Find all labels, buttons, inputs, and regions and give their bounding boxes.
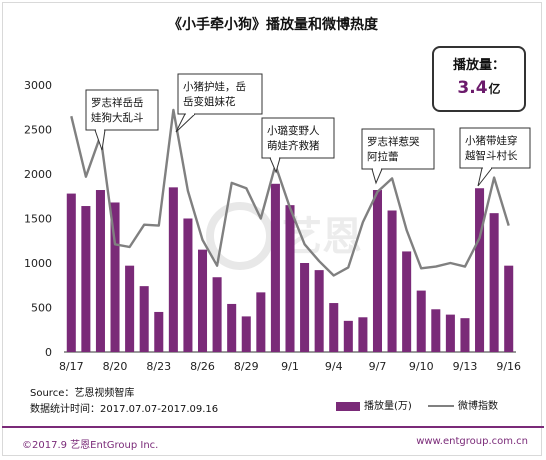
source-line: Source：艺恩视频智库 xyxy=(30,388,135,399)
annotation-pointer xyxy=(175,113,197,133)
annotation-pointer xyxy=(269,157,281,174)
bar-plays xyxy=(154,311,164,352)
bar-plays xyxy=(431,309,441,352)
x-tick-label: 9/7 xyxy=(369,360,387,373)
footer-divider xyxy=(2,426,544,428)
annotation-box xyxy=(361,128,435,170)
annotation-text: 罗志祥惹哭 xyxy=(367,135,420,148)
bar-plays xyxy=(343,320,353,352)
annotation-text: 岳变姐妹花 xyxy=(183,95,236,108)
bar-plays xyxy=(489,213,499,352)
annotation-text: 越智斗村长 xyxy=(465,149,518,162)
bar-plays xyxy=(504,265,514,352)
x-tick-label: 9/10 xyxy=(409,360,434,373)
bar-plays xyxy=(139,286,149,352)
bar-plays xyxy=(358,317,368,352)
annotation-pointer xyxy=(477,167,494,187)
legend-bar-swatch xyxy=(336,401,360,411)
annotation-text: 小璐变野人 xyxy=(267,124,320,137)
watermark-logo: 艺恩 xyxy=(206,202,362,270)
bar-series xyxy=(66,183,514,352)
footer-website: www.entgroup.com.cn xyxy=(416,436,528,447)
annotation-text: 小猪护娃，岳 xyxy=(183,80,246,93)
bar-plays xyxy=(168,187,178,352)
y-tick-label: 3000 xyxy=(24,79,52,92)
x-tick-label: 9/4 xyxy=(325,360,343,373)
bar-plays xyxy=(66,193,76,352)
bar-plays xyxy=(314,270,324,352)
bar-plays xyxy=(445,314,455,352)
annotation-box xyxy=(85,89,159,131)
line-weibo-index xyxy=(70,108,510,277)
legend-line-swatch xyxy=(428,405,454,407)
bar-plays xyxy=(256,292,266,352)
y-tick-label: 1000 xyxy=(24,257,52,270)
x-tick-label: 8/23 xyxy=(146,360,171,373)
y-tick-label: 500 xyxy=(31,302,52,315)
legend-bar: 播放量(万) xyxy=(336,397,412,412)
bar-plays xyxy=(329,303,339,352)
bar-plays xyxy=(270,183,280,352)
annotation-text: 小猪带娃穿 xyxy=(465,134,518,147)
legend-line-label: 微博指数 xyxy=(458,401,498,412)
bar-plays xyxy=(227,303,237,352)
bar-plays xyxy=(241,316,251,352)
y-tick-label: 0 xyxy=(45,346,52,359)
line-series xyxy=(70,108,510,277)
bar-plays xyxy=(300,263,310,352)
annotation-text: 罗志祥岳岳 xyxy=(91,96,144,109)
x-tick-label: 8/17 xyxy=(59,360,84,373)
y-tick-label: 1500 xyxy=(24,213,52,226)
date-range-line: 数据统计时间：2017.07.07-2017.09.16 xyxy=(30,404,219,415)
total-plays-label: 播放量： xyxy=(452,58,505,73)
bar-plays xyxy=(372,190,383,352)
watermark-ring xyxy=(206,202,274,270)
bar-plays xyxy=(285,205,295,352)
total-plays-box: 播放量： 3.4亿 xyxy=(432,46,526,112)
annotation-box xyxy=(459,127,531,169)
footer-copyright: ©2017.9 艺恩EntGroup Inc. xyxy=(22,440,159,451)
annotation-text: 阿拉蕾 xyxy=(367,150,399,163)
x-tick-label: 8/26 xyxy=(190,360,215,373)
chart-axes: 0 500 1000 1500 2000 2500 3000 8/17 8/20 8/23 8/26… xyxy=(24,79,521,373)
bar-plays xyxy=(387,210,397,352)
y-tick-label: 2500 xyxy=(24,124,52,137)
chart-title: 《小手牵小狗》播放量和微博热度 xyxy=(168,17,378,33)
x-tick-label: 8/29 xyxy=(234,360,259,373)
bar-plays xyxy=(475,188,485,352)
bar-plays xyxy=(212,277,222,352)
x-tick-label: 8/20 xyxy=(103,360,128,373)
annotation-box xyxy=(261,117,335,159)
annotation-text: 萌娃齐救猪 xyxy=(267,139,320,152)
legend-bar-label: 播放量(万) xyxy=(364,401,412,412)
total-plays-value: 3.4亿 xyxy=(434,78,524,98)
bar-plays xyxy=(197,249,208,352)
total-plays-unit: 亿 xyxy=(488,82,501,96)
bar-plays xyxy=(81,206,91,352)
x-tick-label: 9/13 xyxy=(453,360,478,373)
bar-plays xyxy=(460,318,470,352)
x-tick-label: 9/1 xyxy=(281,360,299,373)
bar-plays xyxy=(183,218,193,352)
source-note: Source：艺恩视频智库 数据统计时间：2017.07.07-2017.09.… xyxy=(30,386,218,418)
annotation-pointer xyxy=(371,168,383,185)
bar-plays xyxy=(110,202,120,352)
annotation-box xyxy=(177,73,263,115)
x-tick-label: 9/16 xyxy=(496,360,521,373)
total-plays-number: 3.4 xyxy=(457,78,488,98)
legend-line: 微博指数 xyxy=(428,397,498,412)
bar-plays xyxy=(402,251,412,352)
annotation-text: 娃狗大乱斗 xyxy=(91,111,144,124)
bar-plays xyxy=(416,290,426,352)
y-tick-label: 2000 xyxy=(24,168,52,181)
bar-plays xyxy=(95,190,105,352)
bar-plays xyxy=(125,265,135,352)
